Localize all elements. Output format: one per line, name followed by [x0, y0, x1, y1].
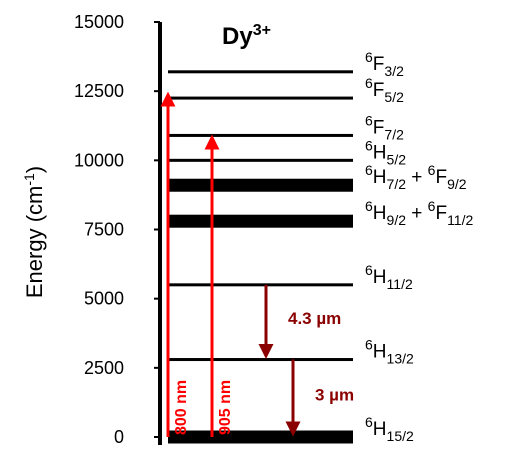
level-label: 6H15/2 [365, 414, 414, 444]
term-sup: 6 [365, 49, 373, 65]
term-sub: 7/2 [387, 176, 407, 192]
term-plus: + [406, 203, 428, 224]
level-label: 6F7/2 [365, 112, 404, 142]
y-tick-label: 15000 [74, 12, 124, 32]
term-plus: + [406, 167, 428, 188]
level-label: 6H11/2 [365, 262, 413, 292]
energy-level [168, 96, 353, 100]
arrow-label: 3 µm [315, 385, 354, 404]
y-axis-label-close: ) [22, 166, 47, 173]
title-base: Dy [222, 23, 253, 50]
energy-level [168, 283, 353, 287]
term-base: F [435, 167, 447, 188]
y-tick-label: 2500 [84, 358, 124, 378]
y-axis-label-sup: -1 [21, 173, 37, 186]
term-sup: 6 [365, 112, 373, 128]
level-label: 6F3/2 [365, 49, 404, 79]
energy-level [168, 430, 353, 444]
term-base: H [373, 267, 387, 288]
term-base: H [373, 167, 387, 188]
term-base: H [373, 203, 387, 224]
term-base: F [373, 117, 385, 138]
energy-level [168, 133, 353, 137]
term-base: H [373, 142, 387, 163]
term-sup: 6 [365, 337, 373, 353]
level-label: 6H13/2 [365, 337, 414, 367]
term-sup: 6 [428, 162, 436, 178]
term-sup: 6 [365, 75, 373, 91]
term-sub: 3/2 [384, 63, 404, 79]
arrow-label: 4.3 µm [288, 309, 341, 328]
y-tick-label: 10000 [74, 150, 124, 170]
term-base: F [435, 203, 447, 224]
term-base: H [373, 419, 387, 440]
energy-level [168, 158, 353, 162]
title-sup: 3+ [253, 22, 271, 39]
term-sub: 15/2 [387, 428, 414, 444]
term-sub: 5/2 [387, 151, 407, 167]
level-label: 6H5/2 [365, 137, 406, 167]
term-sub: 9/2 [387, 212, 407, 228]
term-sub: 9/2 [447, 176, 467, 192]
y-tick-label: 0 [114, 427, 124, 447]
term-sub: 11/2 [447, 212, 473, 228]
level-label: 6H7/2 + 6F9/2 [365, 162, 467, 192]
term-sup: 6 [428, 198, 436, 214]
energy-level [168, 70, 353, 74]
term-base: F [373, 54, 385, 75]
y-axis-label: Energy (cm-1) [21, 166, 47, 298]
level-label: 6H9/2 + 6F11/2 [365, 198, 473, 228]
term-base: F [373, 80, 385, 101]
arrow-label: 800 nm [173, 380, 190, 435]
term-sup: 6 [365, 198, 373, 214]
energy-level [168, 358, 353, 362]
title: Dy3+ [222, 22, 271, 50]
term-sub: 13/2 [387, 351, 414, 367]
term-sup: 6 [365, 414, 373, 430]
term-sup: 6 [365, 137, 373, 153]
energy-level [168, 214, 353, 228]
y-tick-label: 5000 [84, 289, 124, 309]
y-axis-label-text: Energy (cm [22, 186, 47, 298]
y-tick-label: 12500 [74, 81, 124, 101]
energy-level [168, 178, 353, 192]
y-tick-label: 7500 [84, 220, 124, 240]
term-sub: 11/2 [387, 276, 413, 292]
term-sup: 6 [365, 262, 373, 278]
term-base: H [373, 342, 387, 363]
term-sub: 5/2 [384, 89, 404, 105]
term-sup: 6 [365, 162, 373, 178]
level-label: 6F5/2 [365, 75, 404, 105]
term-sub: 7/2 [384, 126, 404, 142]
arrow-label: 905 nm [217, 380, 234, 435]
